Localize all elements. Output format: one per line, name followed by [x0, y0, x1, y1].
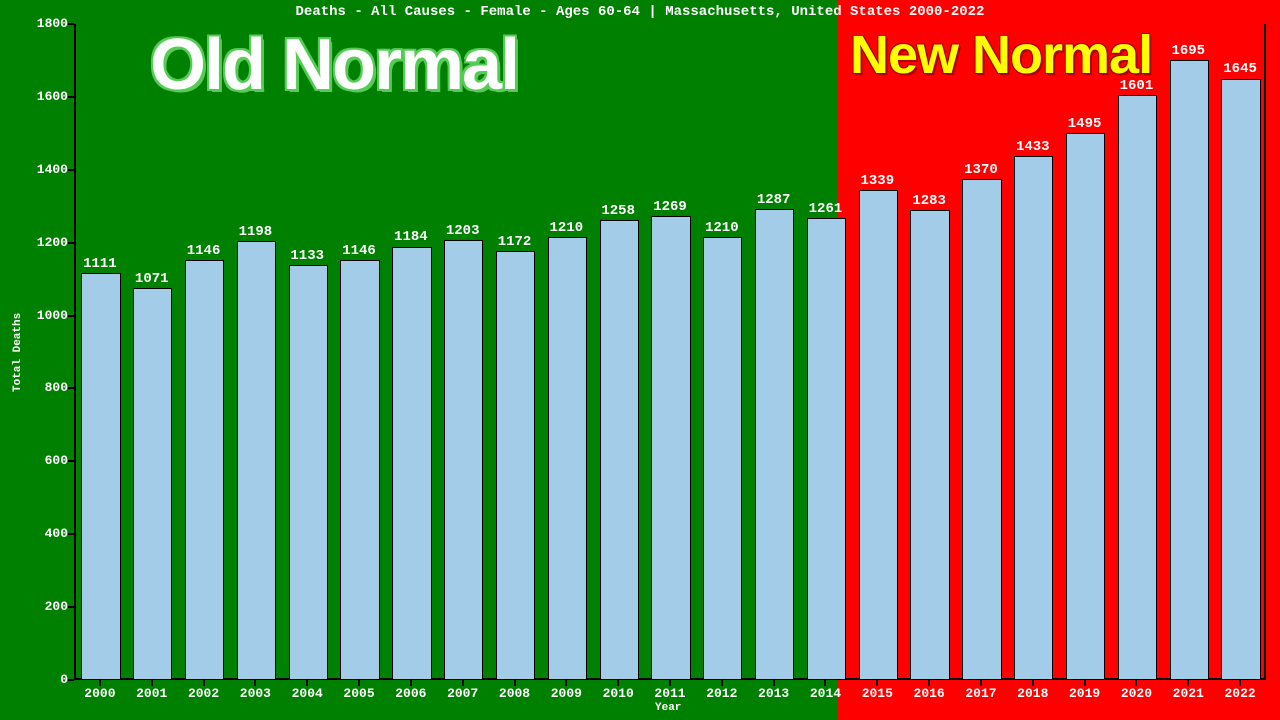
y-tick-mark — [68, 533, 74, 535]
x-tick-label: 2022 — [1215, 686, 1265, 701]
x-tick-label: 2007 — [438, 686, 488, 701]
bar — [703, 237, 742, 680]
y-tick-mark — [68, 23, 74, 25]
bar-value-label: 1601 — [1111, 78, 1161, 94]
bar — [1066, 133, 1105, 680]
bar — [133, 288, 172, 680]
y-axis-line-right — [1264, 24, 1266, 680]
x-tick-label: 2005 — [334, 686, 384, 701]
bar-value-label: 1283 — [904, 193, 954, 209]
bar — [185, 260, 224, 680]
y-tick-label: 1000 — [18, 308, 68, 323]
bar-value-label: 1210 — [541, 220, 591, 236]
bar-value-label: 1495 — [1060, 116, 1110, 132]
x-tick-label: 2016 — [904, 686, 954, 701]
x-tick-label: 2006 — [386, 686, 436, 701]
x-tick-label: 2000 — [75, 686, 125, 701]
bar-value-label: 1172 — [490, 234, 540, 250]
bar — [1221, 79, 1260, 681]
bar-value-label: 1071 — [127, 271, 177, 287]
y-tick-label: 1400 — [18, 162, 68, 177]
y-tick-mark — [68, 679, 74, 681]
bar-value-label: 1111 — [75, 256, 125, 272]
bar — [910, 210, 949, 680]
bar — [496, 251, 535, 680]
bar-value-label: 1146 — [334, 243, 384, 259]
y-tick-mark — [68, 96, 74, 98]
y-tick-mark — [68, 460, 74, 462]
x-tick-label: 2002 — [179, 686, 229, 701]
x-tick-label: 2008 — [490, 686, 540, 701]
bar-value-label: 1258 — [593, 203, 643, 219]
bar-value-label: 1645 — [1215, 61, 1265, 77]
bar — [1014, 156, 1053, 680]
bar — [237, 241, 276, 680]
x-axis-label: Year — [655, 702, 681, 714]
bar-value-label: 1370 — [956, 162, 1006, 178]
bar-value-label: 1203 — [438, 223, 488, 239]
y-tick-label: 1600 — [18, 89, 68, 104]
bar — [392, 247, 431, 681]
x-tick-label: 2001 — [127, 686, 177, 701]
x-tick-label: 2012 — [697, 686, 747, 701]
y-tick-mark — [68, 242, 74, 244]
y-tick-label: 200 — [18, 599, 68, 614]
x-tick-label: 2009 — [541, 686, 591, 701]
y-tick-label: 0 — [18, 672, 68, 687]
x-tick-label: 2003 — [230, 686, 280, 701]
y-tick-label: 600 — [18, 453, 68, 468]
bar — [289, 265, 328, 680]
bar-value-label: 1269 — [645, 199, 695, 215]
x-tick-label: 2013 — [749, 686, 799, 701]
y-tick-mark — [68, 169, 74, 171]
bar-value-label: 1198 — [230, 224, 280, 240]
x-tick-label: 2014 — [800, 686, 850, 701]
bar — [81, 273, 120, 680]
bar-value-label: 1695 — [1163, 43, 1213, 59]
y-tick-mark — [68, 606, 74, 608]
bar — [755, 209, 794, 680]
x-tick-label: 2018 — [1008, 686, 1058, 701]
bar-value-label: 1146 — [179, 243, 229, 259]
x-tick-label: 2017 — [956, 686, 1006, 701]
x-tick-label: 2004 — [282, 686, 332, 701]
bar — [600, 220, 639, 680]
y-tick-label: 800 — [18, 380, 68, 395]
bar — [1170, 60, 1209, 680]
x-tick-label: 2020 — [1111, 686, 1161, 701]
chart-container: Deaths - All Causes - Female - Ages 60-6… — [0, 0, 1280, 720]
bar-value-label: 1210 — [697, 220, 747, 236]
bar — [807, 218, 846, 680]
y-tick-mark — [68, 315, 74, 317]
x-tick-label: 2011 — [645, 686, 695, 701]
x-tick-label: 2010 — [593, 686, 643, 701]
x-tick-label: 2015 — [852, 686, 902, 701]
chart-title: Deaths - All Causes - Female - Ages 60-6… — [0, 4, 1280, 20]
bar-value-label: 1339 — [852, 173, 902, 189]
bar — [340, 260, 379, 680]
y-tick-label: 1800 — [18, 16, 68, 31]
x-tick-label: 2021 — [1163, 686, 1213, 701]
bar — [548, 237, 587, 680]
bar-value-label: 1133 — [282, 248, 332, 264]
bar — [859, 190, 898, 680]
bar — [1118, 95, 1157, 680]
bar — [962, 179, 1001, 680]
y-tick-label: 400 — [18, 526, 68, 541]
y-tick-mark — [68, 387, 74, 389]
bar — [651, 216, 690, 680]
x-tick-label: 2019 — [1060, 686, 1110, 701]
bar-value-label: 1261 — [800, 201, 850, 217]
bar-value-label: 1287 — [749, 192, 799, 208]
y-axis-line — [74, 24, 76, 680]
bar-value-label: 1184 — [386, 229, 436, 245]
y-tick-label: 1200 — [18, 235, 68, 250]
bar — [444, 240, 483, 680]
bar-value-label: 1433 — [1008, 139, 1058, 155]
